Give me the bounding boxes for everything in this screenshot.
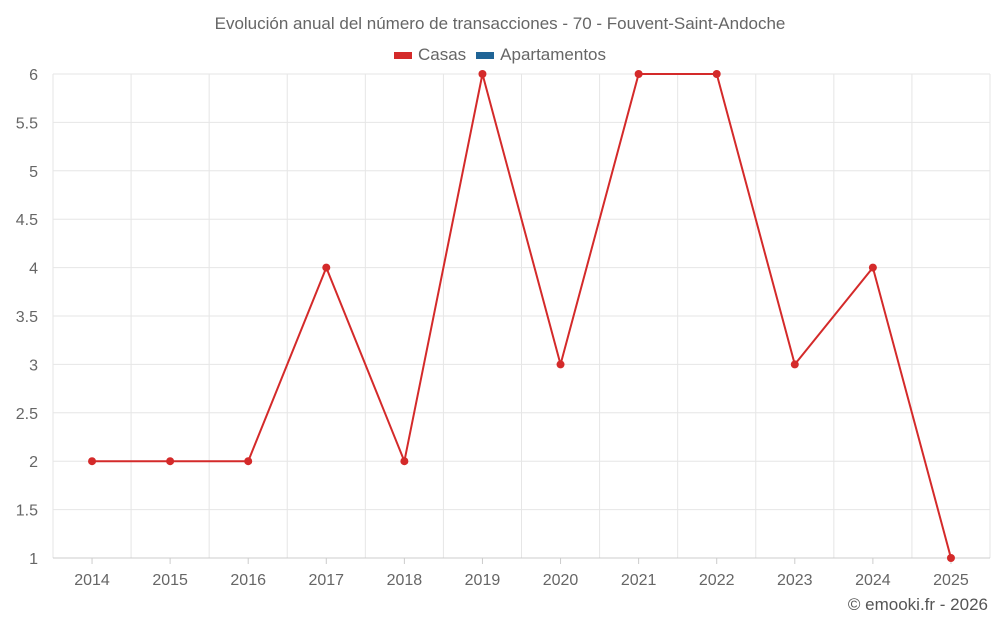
data-point-casas[interactable] — [634, 70, 643, 78]
y-tick-label: 3 — [29, 357, 38, 374]
data-point-casas[interactable] — [712, 70, 721, 78]
x-tick-label: 2020 — [543, 572, 579, 589]
chart-grid — [52, 73, 991, 559]
legend-item-apartamentos[interactable]: Apartamentos — [476, 45, 606, 65]
data-point-casas[interactable] — [244, 457, 253, 466]
x-tick-label: 2018 — [387, 572, 423, 589]
series-casas — [88, 70, 955, 562]
data-point-casas[interactable] — [400, 457, 409, 466]
x-tick-label: 2022 — [699, 572, 735, 589]
legend-item-casas[interactable]: Casas — [393, 45, 467, 65]
data-point-casas[interactable] — [790, 360, 799, 369]
y-tick-label: 5 — [29, 164, 38, 181]
data-point-casas[interactable] — [166, 457, 175, 466]
y-axis: 1 1.5 2 2.5 3 3.5 4 4.5 5 5.5 6 — [16, 67, 38, 568]
x-tick-label: 2023 — [777, 572, 813, 589]
y-tick-label: 4 — [29, 261, 38, 278]
data-point-casas[interactable] — [946, 554, 955, 562]
chart-title: Evolución anual del número de transaccio… — [214, 14, 786, 33]
data-point-casas[interactable] — [556, 360, 565, 369]
data-point-casas[interactable] — [478, 70, 487, 78]
y-tick-label: 2 — [29, 454, 38, 471]
data-point-casas[interactable] — [322, 263, 331, 272]
x-tick-label: 2019 — [465, 572, 501, 589]
chart-legend: Casas Apartamentos — [0, 45, 1000, 65]
x-tick-label: 2017 — [308, 572, 344, 589]
data-point-casas[interactable] — [868, 263, 877, 272]
y-tick-label: 3.5 — [16, 309, 38, 326]
x-tick-label: 2014 — [74, 572, 110, 589]
x-tick-label: 2024 — [855, 572, 891, 589]
legend-swatch-apartamentos — [476, 51, 495, 59]
credit-text: © emooki.fr - 2026 — [847, 595, 988, 614]
y-tick-label: 5.5 — [16, 115, 38, 132]
series-line-casas — [92, 73, 952, 559]
data-point-casas[interactable] — [88, 457, 97, 466]
x-tick-label: 2021 — [621, 572, 657, 589]
legend-label-casas: Casas — [417, 45, 467, 64]
y-tick-label: 4.5 — [16, 212, 38, 229]
y-tick-label: 1 — [29, 551, 38, 568]
legend-swatch-casas — [393, 51, 412, 59]
y-tick-label: 2.5 — [16, 406, 38, 423]
y-tick-label: 1.5 — [16, 503, 38, 520]
x-tick-label: 2016 — [230, 572, 266, 589]
y-tick-label: 6 — [29, 67, 38, 84]
x-axis: 2014 2015 2016 2017 2018 2019 2020 2021 2022 2023… — [53, 557, 990, 589]
legend-label-apartamentos: Apartamentos — [500, 45, 607, 64]
x-tick-label: 2025 — [933, 572, 969, 589]
x-tick-label: 2015 — [152, 572, 188, 589]
